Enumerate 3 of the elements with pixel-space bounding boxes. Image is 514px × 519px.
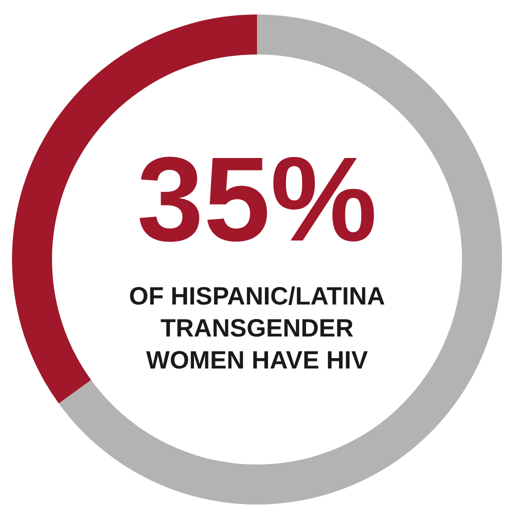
text: OF HISPANIC/LATINA TRANSGENDER WOMEN HAVE HIV bbox=[128, 282, 386, 374]
donut-slice bbox=[58, 14, 502, 504]
data-label: 35% bbox=[136, 132, 378, 266]
